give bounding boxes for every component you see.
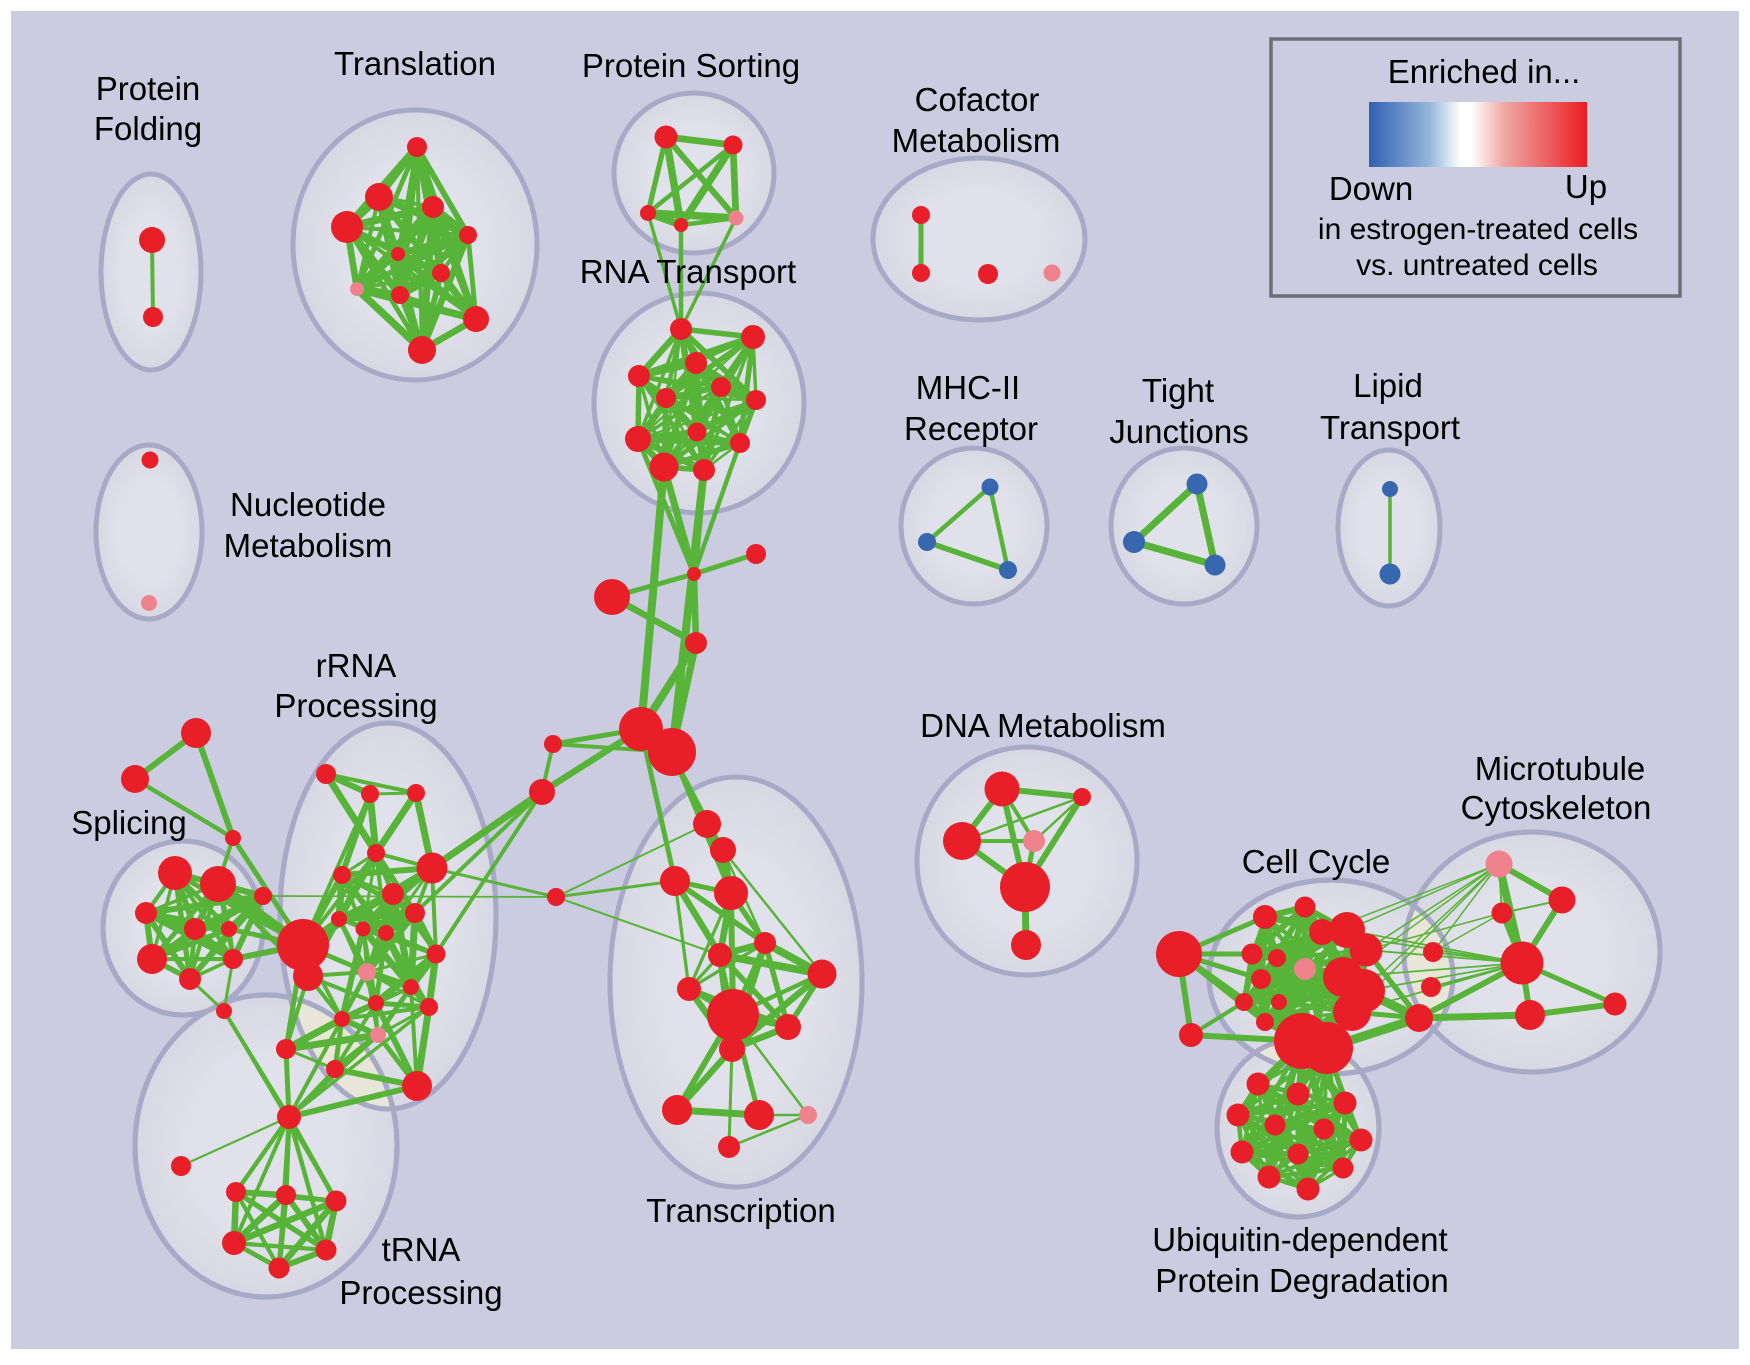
svg-text:Protein Sorting: Protein Sorting: [582, 47, 800, 84]
svg-text:Cytoskeleton: Cytoskeleton: [1461, 789, 1652, 826]
svg-text:Down: Down: [1329, 170, 1413, 207]
svg-text:Up: Up: [1565, 168, 1607, 205]
svg-text:in estrogen-treated cells: in estrogen-treated cells: [1318, 213, 1638, 246]
svg-text:rRNA: rRNA: [316, 647, 397, 684]
svg-text:Nucleotide: Nucleotide: [230, 486, 386, 523]
svg-text:Junctions: Junctions: [1109, 413, 1248, 450]
svg-text:Receptor: Receptor: [904, 410, 1038, 447]
svg-text:vs. untreated cells: vs. untreated cells: [1356, 249, 1598, 282]
svg-text:Metabolism: Metabolism: [892, 122, 1061, 159]
svg-text:MHC-II: MHC-II: [916, 369, 1020, 406]
svg-text:Processing: Processing: [274, 687, 437, 724]
svg-text:Folding: Folding: [94, 110, 202, 147]
svg-text:Tight: Tight: [1142, 372, 1214, 409]
svg-text:Splicing: Splicing: [71, 804, 187, 841]
svg-text:Cell Cycle: Cell Cycle: [1242, 843, 1391, 880]
svg-text:DNA Metabolism: DNA Metabolism: [920, 707, 1166, 744]
svg-text:Metabolism: Metabolism: [224, 527, 393, 564]
svg-text:Lipid: Lipid: [1353, 367, 1423, 404]
svg-text:Ubiquitin-dependent: Ubiquitin-dependent: [1152, 1221, 1447, 1258]
svg-text:Cofactor: Cofactor: [915, 81, 1040, 118]
svg-text:tRNA: tRNA: [382, 1231, 461, 1268]
svg-text:RNA Transport: RNA Transport: [580, 253, 796, 290]
svg-text:Protein Degradation: Protein Degradation: [1155, 1262, 1449, 1299]
svg-text:Enriched in...: Enriched in...: [1388, 53, 1581, 90]
svg-text:Protein: Protein: [96, 70, 201, 107]
svg-text:Microtubule: Microtubule: [1475, 750, 1646, 787]
svg-text:Transport: Transport: [1320, 409, 1460, 446]
svg-text:Processing: Processing: [339, 1274, 502, 1311]
svg-text:Transcription: Transcription: [646, 1192, 836, 1229]
svg-text:Translation: Translation: [334, 45, 496, 82]
